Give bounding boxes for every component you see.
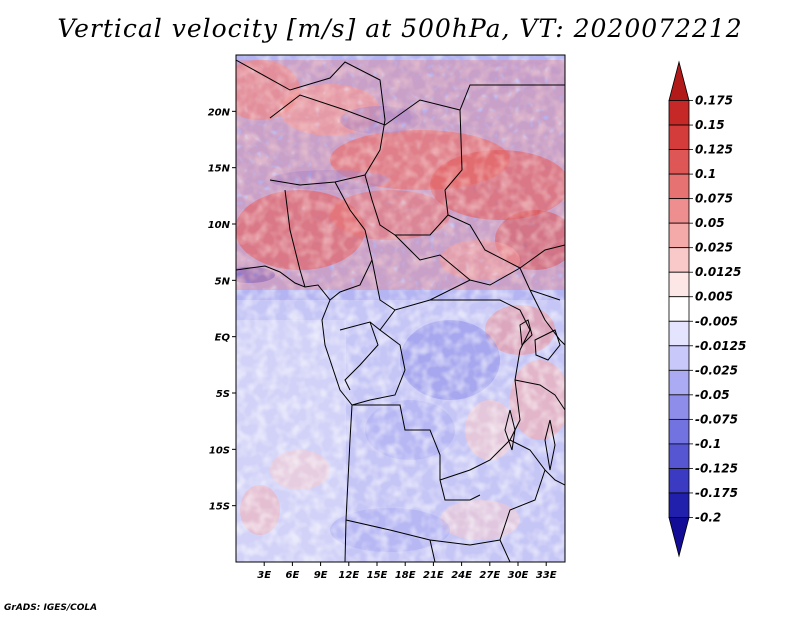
lat-tick-label: 5S (216, 389, 230, 400)
lat-tick-label: 15S (209, 502, 230, 513)
colorbar: 0.175 0.15 0.125 0.1 0.075 0.05 0.025 0.0125 0.0… (668, 60, 746, 558)
colorbar-box (668, 198, 690, 224)
colorbar-level-label: 0.075 (695, 192, 733, 206)
lon-tick-label: 12E (338, 570, 359, 581)
colorbar-level-label: -0.2 (695, 510, 721, 524)
colorbar-level-label: 0.05 (695, 216, 725, 230)
lat-tick-label: 5N (215, 276, 231, 287)
grads-credit: GrADS: IGES/COLA (4, 603, 98, 613)
latitude-axis: 20N 15N 10N 5N EQ 5S 10S 15S (208, 107, 236, 513)
country-borders (236, 59, 565, 562)
lat-tick-label: 10N (208, 220, 231, 231)
colorbar-box (668, 369, 690, 396)
vertical-velocity-field (236, 55, 565, 562)
colorbar-box (668, 296, 690, 322)
lon-tick-label: 18E (395, 570, 416, 581)
colorbar-level-label: -0.075 (695, 412, 738, 426)
colorbar-top-arrow (668, 60, 690, 101)
lat-tick-label: 10S (209, 445, 230, 456)
colorbar-box (668, 468, 690, 494)
colorbar-box (668, 149, 690, 175)
lon-tick-label: 9E (314, 570, 328, 581)
lon-tick-label: 6E (286, 570, 300, 581)
colorbar-level-label: -0.05 (695, 388, 730, 402)
colorbar-level-label: -0.1 (695, 437, 721, 451)
colorbar-box (668, 247, 690, 273)
colorbar-box (668, 222, 690, 249)
lon-tick-label: 27E (479, 570, 500, 581)
colorbar-level-label: -0.175 (695, 486, 738, 500)
colorbar-level-label: 0.15 (695, 118, 725, 132)
colorbar-box (668, 443, 690, 469)
lon-tick-label: 33E (536, 570, 557, 581)
colorbar-box (668, 271, 690, 298)
colorbar-level-label: 0.005 (695, 290, 733, 304)
colorbar-box (668, 394, 690, 420)
colorbar-bottom-arrow (668, 517, 690, 558)
colorbar-level-label: 0.125 (695, 143, 733, 157)
colorbar-box (668, 492, 690, 518)
colorbar-level-label: -0.005 (695, 314, 738, 328)
colorbar-level-label: 0.0125 (695, 265, 741, 279)
colorbar-level-label: -0.0125 (695, 339, 746, 353)
colorbar-box (668, 124, 690, 150)
lat-tick-label: 15N (208, 164, 231, 175)
colorbar-box (668, 418, 690, 445)
lat-tick-label: 20N (208, 107, 231, 118)
lon-tick-label: 21E (423, 570, 444, 581)
colorbar-box (668, 173, 690, 200)
colorbar-level-label: -0.125 (695, 461, 738, 475)
map-title: Vertical velocity [m/s] at 500hPa, VT: 2… (57, 14, 743, 43)
map-frame (235, 54, 566, 563)
colorbar-level-label: -0.025 (695, 363, 738, 377)
lon-tick-label: 15E (367, 570, 388, 581)
longitude-axis: 3E 6E 9E 12E 15E 18E 21E 24E 27E 30E 33E (257, 562, 557, 581)
colorbar-level-label: 0.1 (695, 167, 716, 181)
lat-tick-label: EQ (215, 333, 231, 344)
colorbar-box (668, 345, 690, 371)
colorbar-box (668, 100, 690, 126)
colorbar-level-label: 0.175 (695, 94, 733, 108)
lon-tick-label: 3E (257, 570, 271, 581)
lon-tick-label: 24E (451, 570, 472, 581)
colorbar-box (668, 320, 690, 347)
colorbar-level-label: 0.025 (695, 241, 733, 255)
lon-tick-label: 30E (508, 570, 529, 581)
